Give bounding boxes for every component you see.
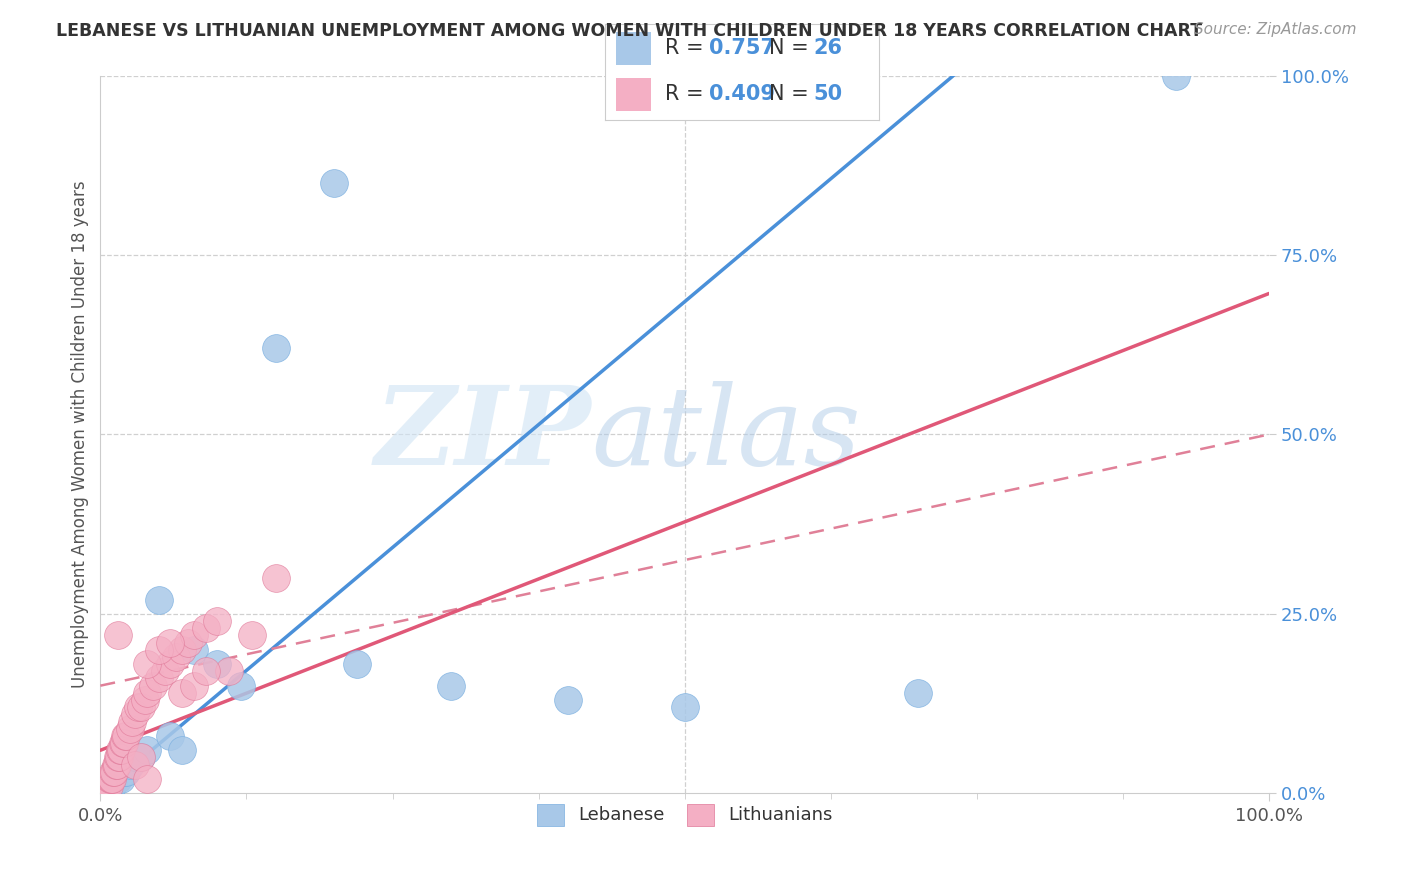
Point	[98, 779, 121, 793]
Point	[907, 686, 929, 700]
Point	[110, 772, 132, 786]
Point	[205, 614, 228, 628]
Point	[264, 341, 287, 355]
Point	[205, 657, 228, 672]
Point	[104, 757, 127, 772]
Text: LEBANESE VS LITHUANIAN UNEMPLOYMENT AMONG WOMEN WITH CHILDREN UNDER 18 YEARS COR: LEBANESE VS LITHUANIAN UNEMPLOYMENT AMON…	[56, 22, 1202, 40]
Text: 26: 26	[813, 38, 842, 58]
Point	[107, 750, 129, 764]
Legend: Lebanese, Lithuanians: Lebanese, Lithuanians	[527, 795, 841, 835]
Point	[115, 764, 138, 779]
Point	[183, 679, 205, 693]
Point	[108, 750, 131, 764]
Point	[129, 750, 152, 764]
Point	[148, 642, 170, 657]
Point	[103, 764, 125, 779]
Point	[229, 679, 252, 693]
Point	[557, 693, 579, 707]
Point	[673, 700, 696, 714]
Point	[136, 743, 159, 757]
Point	[183, 628, 205, 642]
Point	[101, 772, 124, 786]
Point	[148, 672, 170, 686]
Point	[159, 635, 181, 649]
Text: 50: 50	[813, 85, 842, 104]
Point	[159, 657, 181, 672]
Point	[127, 700, 149, 714]
Point	[97, 779, 120, 793]
Text: N =: N =	[769, 38, 815, 58]
Point	[183, 642, 205, 657]
Point	[111, 736, 134, 750]
Point	[159, 729, 181, 743]
Text: R =: R =	[665, 38, 710, 58]
Point	[112, 736, 135, 750]
Text: 0.757: 0.757	[709, 38, 775, 58]
Point	[136, 657, 159, 672]
Point	[100, 772, 122, 786]
Point	[121, 714, 143, 729]
Point	[114, 729, 136, 743]
Point	[148, 592, 170, 607]
Point	[105, 757, 128, 772]
Point	[91, 779, 114, 793]
Point	[136, 772, 159, 786]
Point	[96, 779, 118, 793]
Point	[115, 729, 138, 743]
Point	[172, 743, 194, 757]
Point	[440, 679, 463, 693]
Point	[124, 707, 146, 722]
Point	[1164, 69, 1187, 83]
Point	[165, 650, 187, 665]
Point	[323, 176, 346, 190]
Point	[112, 764, 135, 779]
Point	[194, 665, 217, 679]
Point	[118, 722, 141, 736]
Point	[172, 686, 194, 700]
Point	[124, 750, 146, 764]
Point	[177, 635, 200, 649]
Point	[103, 764, 125, 779]
Point	[124, 757, 146, 772]
Point	[218, 665, 240, 679]
Point	[107, 772, 129, 786]
Text: atlas: atlas	[591, 381, 860, 488]
Text: 0.409: 0.409	[709, 85, 775, 104]
Text: ZIP: ZIP	[374, 381, 591, 488]
Point	[194, 621, 217, 635]
Point	[101, 779, 124, 793]
FancyBboxPatch shape	[616, 32, 651, 64]
Point	[103, 772, 125, 786]
Y-axis label: Unemployment Among Women with Children Under 18 years: Unemployment Among Women with Children U…	[72, 180, 89, 689]
Point	[129, 750, 152, 764]
Point	[129, 700, 152, 714]
Point	[98, 772, 121, 786]
Point	[172, 642, 194, 657]
Point	[142, 679, 165, 693]
Point	[118, 757, 141, 772]
Text: R =: R =	[665, 85, 710, 104]
Point	[240, 628, 263, 642]
Point	[107, 628, 129, 642]
Point	[110, 743, 132, 757]
Point	[110, 743, 132, 757]
Point	[134, 693, 156, 707]
Text: Source: ZipAtlas.com: Source: ZipAtlas.com	[1194, 22, 1357, 37]
Point	[346, 657, 368, 672]
Text: N =: N =	[769, 85, 815, 104]
Point	[96, 779, 118, 793]
Point	[264, 571, 287, 585]
Point	[96, 779, 118, 793]
FancyBboxPatch shape	[616, 78, 651, 111]
Point	[93, 779, 115, 793]
Point	[136, 686, 159, 700]
Point	[153, 665, 176, 679]
